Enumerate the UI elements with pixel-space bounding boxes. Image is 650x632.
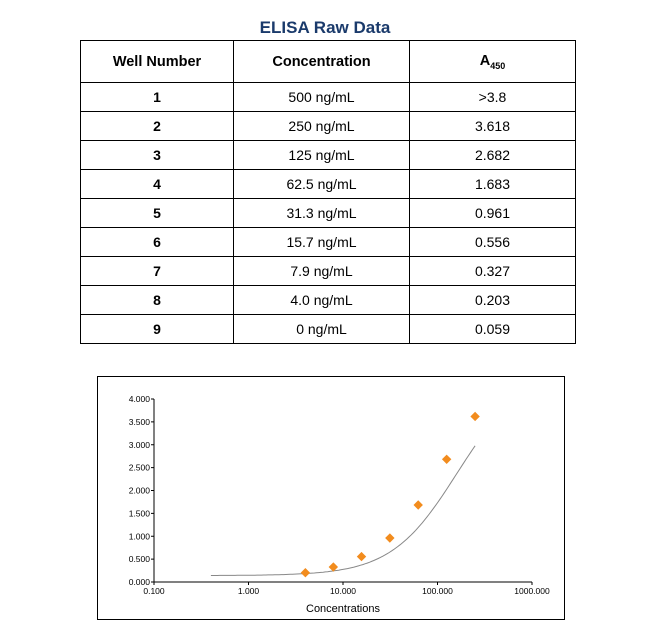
table-row: 6 15.7 ng/mL 0.556 [80, 227, 576, 257]
x-tick-label: 1.000 [238, 586, 260, 596]
header-absorbance: A450 [409, 40, 576, 83]
cell-concentration: 4.0 ng/mL [233, 285, 410, 315]
header-absorbance-main: A [479, 52, 491, 69]
cell-absorbance: 0.961 [409, 198, 576, 228]
y-tick-label: 1.500 [129, 508, 151, 518]
cell-absorbance: 0.059 [409, 314, 576, 344]
cell-concentration: 31.3 ng/mL [233, 198, 410, 228]
y-tick-label: 3.000 [129, 440, 151, 450]
table-header-row: Well Number Concentration A450 [80, 40, 576, 83]
cell-concentration: 500 ng/mL [233, 82, 410, 112]
cell-absorbance: 2.682 [409, 140, 576, 170]
cell-well: 5 [80, 198, 234, 228]
y-tick-label: 0.500 [129, 554, 151, 564]
cell-concentration: 125 ng/mL [233, 140, 410, 170]
x-tick-label: 1000.000 [514, 586, 550, 596]
y-tick-label: 2.500 [129, 463, 151, 473]
cell-absorbance: 0.203 [409, 285, 576, 315]
cell-concentration: 0 ng/mL [233, 314, 410, 344]
y-tick-label: 2.000 [129, 486, 151, 496]
cell-absorbance: 0.327 [409, 256, 576, 286]
cell-absorbance: 3.618 [409, 111, 576, 141]
data-point-diamond [413, 500, 423, 510]
x-tick-label: 0.100 [143, 586, 165, 596]
data-point-diamond [385, 533, 395, 543]
table-row: 4 62.5 ng/mL 1.683 [80, 169, 576, 199]
standard-curve-chart: 0.000 0.500 1.000 1.500 2.000 2.500 3.000 3.500… [97, 376, 565, 620]
cell-well: 3 [80, 140, 234, 170]
cell-concentration: 250 ng/mL [233, 111, 410, 141]
cell-well: 8 [80, 285, 234, 315]
table-row: 1 500 ng/mL >3.8 [80, 82, 576, 112]
cell-concentration: 62.5 ng/mL [233, 169, 410, 199]
cell-well: 9 [80, 314, 234, 344]
y-tick-label: 3.500 [129, 417, 151, 427]
y-tick-label: 4.000 [129, 394, 151, 404]
data-point-diamond [300, 568, 311, 578]
x-tick-label: 100.000 [422, 586, 453, 596]
chart-svg: 0.000 0.500 1.000 1.500 2.000 2.500 3.000 3.500… [129, 394, 550, 615]
y-tick-label: 1.000 [129, 531, 151, 541]
table-row: 8 4.0 ng/mL 0.203 [80, 285, 576, 315]
table-row: 3 125 ng/mL 2.682 [80, 140, 576, 170]
cell-absorbance: 1.683 [409, 169, 576, 199]
cell-absorbance: 0.556 [409, 227, 576, 257]
table-row: 2 250 ng/mL 3.618 [80, 111, 576, 141]
x-tick-label: 10.000 [330, 586, 356, 596]
cell-well: 6 [80, 227, 234, 257]
cell-well: 7 [80, 256, 234, 286]
table-title: ELISA Raw Data [259, 18, 391, 37]
data-point-diamond [470, 411, 480, 422]
fit-curve-line [210, 445, 476, 576]
table-row: 7 7.9 ng/mL 0.327 [80, 256, 576, 286]
cell-well: 2 [80, 111, 234, 141]
x-axis-label: Concentrations [306, 603, 380, 615]
cell-well: 1 [80, 82, 234, 112]
data-point-diamond [356, 551, 367, 562]
cell-concentration: 15.7 ng/mL [233, 227, 410, 257]
elisa-data-table: Well Number Concentration A450 1 500 ng/m… [80, 40, 576, 344]
data-point-diamond [328, 562, 339, 572]
y-tick-label: 0.000 [129, 577, 151, 587]
cell-well: 4 [80, 169, 234, 199]
header-absorbance-sub: 450 [490, 60, 506, 71]
data-point-diamond [441, 454, 452, 465]
header-well-number: Well Number [80, 40, 234, 83]
table-row: 5 31.3 ng/mL 0.961 [80, 198, 576, 228]
cell-absorbance: >3.8 [409, 82, 576, 112]
header-concentration: Concentration [233, 40, 410, 83]
cell-concentration: 7.9 ng/mL [233, 256, 410, 286]
